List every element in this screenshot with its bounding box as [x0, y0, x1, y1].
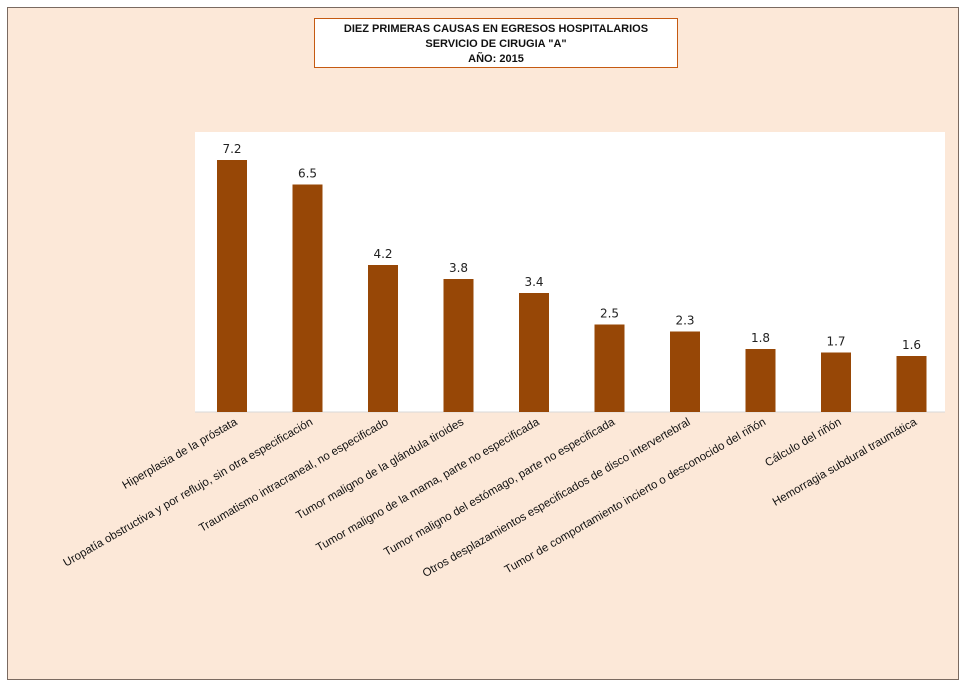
category-label-7: Otros desplazamientos especificados de d… — [421, 416, 693, 580]
chart-title: DIEZ PRIMERAS CAUSAS EN EGRESOS HOSPITAL… — [314, 18, 678, 68]
bar-3 — [368, 265, 398, 412]
category-label-10: Hemorragia subdural traumática — [771, 416, 920, 509]
value-label-6: 2.5 — [600, 307, 619, 321]
value-label-9: 1.7 — [826, 335, 845, 349]
category-label-1: Hiperplasia de la próstata — [121, 416, 240, 492]
bar-9 — [821, 352, 851, 412]
bar-5 — [519, 293, 549, 412]
value-label-1: 7.2 — [222, 142, 241, 156]
bar-4 — [443, 279, 474, 412]
chart-title-line-3: AÑO: 2015 — [468, 53, 524, 65]
chart-title-line-2: SERVICIO DE CIRUGIA "A" — [425, 38, 567, 50]
category-label-2: Uropatía obstructiva y por reflujo, sin … — [62, 416, 315, 569]
bar-8 — [745, 349, 776, 412]
bar-6 — [594, 324, 625, 412]
value-label-10: 1.6 — [902, 338, 921, 352]
value-label-2: 6.5 — [298, 167, 317, 181]
value-label-4: 3.8 — [449, 261, 468, 275]
category-label-9: Cálculo del riñón — [763, 416, 843, 469]
chart-title-line-1: DIEZ PRIMERAS CAUSAS EN EGRESOS HOSPITAL… — [343, 23, 649, 35]
bar-10 — [896, 356, 927, 412]
bar-1 — [217, 160, 247, 412]
value-label-5: 3.4 — [524, 275, 543, 289]
bar-2 — [292, 184, 323, 412]
value-label-3: 4.2 — [373, 247, 392, 261]
bar-7 — [670, 331, 700, 412]
value-label-8: 1.8 — [751, 331, 770, 345]
value-label-7: 2.3 — [675, 314, 694, 328]
category-label-8: Tumor de comportamiento incierto o desco… — [503, 416, 768, 576]
